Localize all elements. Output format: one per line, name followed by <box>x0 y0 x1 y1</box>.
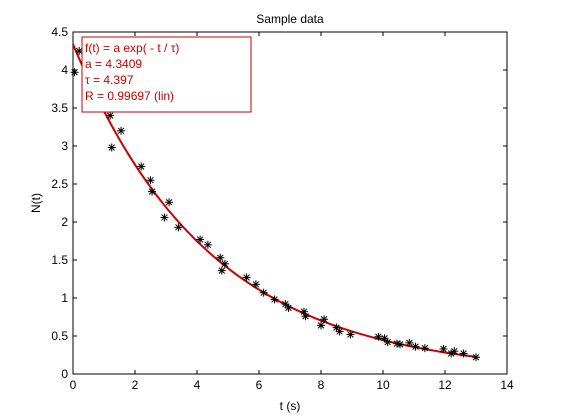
data-point <box>270 295 279 304</box>
x-axis-label: t (s) <box>280 399 301 413</box>
y-tick-label: 1.5 <box>51 253 68 267</box>
annotation-r-value: R = 0.99697 (lin) <box>85 89 174 103</box>
data-point <box>70 68 79 77</box>
data-point <box>165 198 174 207</box>
data-point <box>405 338 414 347</box>
data-point <box>148 187 157 196</box>
annotation-a-value: a = 4.3409 <box>85 57 142 71</box>
data-points <box>70 47 480 362</box>
y-tick-label: 4 <box>61 63 68 77</box>
y-tick-label: 0 <box>61 367 68 381</box>
data-point <box>216 253 225 262</box>
data-point <box>317 321 325 330</box>
data-point <box>196 235 205 244</box>
data-point <box>75 47 84 55</box>
data-point <box>160 213 169 222</box>
annotation-tau-value: τ = 4.397 <box>85 73 134 87</box>
data-point <box>146 176 155 185</box>
y-tick-label: 0.5 <box>51 329 68 343</box>
y-axis-label: N(t) <box>29 193 43 213</box>
x-tick-label: 4 <box>194 378 201 392</box>
x-tick-label: 2 <box>132 378 139 392</box>
data-point <box>346 330 355 339</box>
data-point <box>203 240 212 249</box>
data-point <box>420 344 429 353</box>
x-tick-label: 10 <box>376 378 390 392</box>
data-point <box>259 288 268 297</box>
x-tick-label: 8 <box>318 378 325 392</box>
x-tick-label: 12 <box>438 378 452 392</box>
data-point <box>284 303 293 312</box>
data-point <box>107 143 116 152</box>
data-point <box>106 111 115 120</box>
annotation-frame <box>81 36 252 113</box>
data-point <box>174 223 183 232</box>
data-point <box>459 349 468 358</box>
y-tick-label: 4.5 <box>51 25 68 39</box>
data-point <box>411 342 420 351</box>
y-tick-label: 3.5 <box>51 101 68 115</box>
data-point <box>383 338 392 347</box>
fit-annotation-box: f(t) = a exp( - t / τ) a = 4.3409 τ = 4.… <box>81 36 252 113</box>
y-axis-ticks: 0 0.5 1 1.5 2 2.5 3 3.5 4 4.5 <box>51 25 507 381</box>
data-point <box>117 126 126 135</box>
x-axis-ticks: 0 2 4 6 8 10 12 14 <box>70 32 514 392</box>
x-tick-label: 14 <box>500 378 514 392</box>
data-point <box>335 327 344 336</box>
data-point <box>472 353 480 362</box>
data-point <box>220 259 229 268</box>
data-point <box>396 340 405 349</box>
data-point <box>439 344 448 353</box>
data-point <box>217 266 226 275</box>
y-tick-label: 2 <box>61 215 68 229</box>
y-tick-label: 2.5 <box>51 177 68 191</box>
data-point <box>251 280 260 289</box>
data-point <box>450 347 459 356</box>
y-tick-label: 3 <box>61 139 68 153</box>
x-tick-label: 0 <box>70 378 77 392</box>
data-point <box>242 273 251 282</box>
data-point <box>301 312 310 321</box>
annotation-formula: f(t) = a exp( - t / τ) <box>85 41 179 55</box>
chart-title: Sample data <box>256 12 324 26</box>
y-tick-label: 1 <box>61 291 68 305</box>
data-point <box>320 315 329 324</box>
data-point <box>137 162 146 171</box>
x-tick-label: 6 <box>256 378 263 392</box>
data-point <box>374 332 383 341</box>
